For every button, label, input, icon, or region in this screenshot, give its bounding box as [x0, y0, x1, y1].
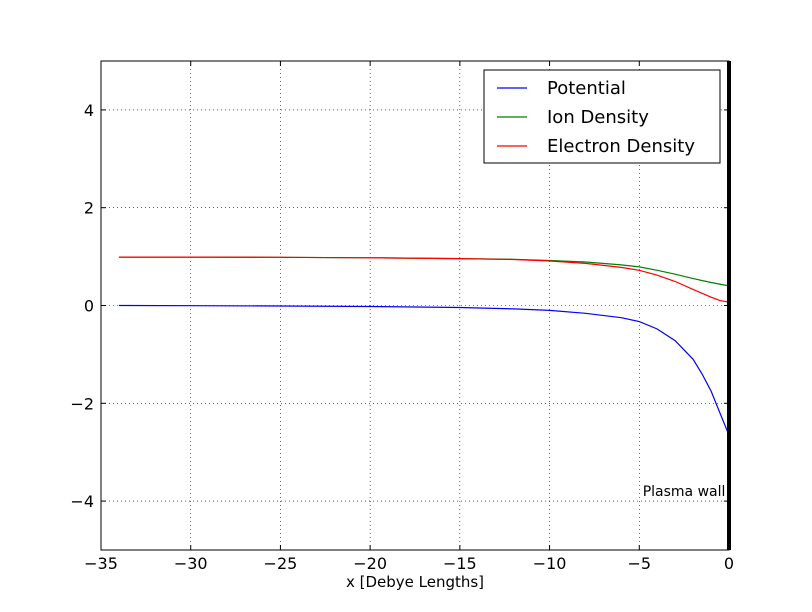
series-line	[118, 256, 730, 303]
y-tick-label: 0	[84, 297, 94, 316]
y-tick-label: −2	[70, 394, 94, 413]
series-line	[118, 304, 730, 436]
x-tick-label: −35	[84, 554, 118, 573]
y-tick-label: 2	[84, 199, 94, 218]
y-tick-label: 4	[84, 101, 94, 120]
x-tick-label: −20	[353, 554, 387, 573]
legend: Potential Ion Density Electron Density	[483, 69, 721, 164]
annotations: Plasma wall	[643, 484, 726, 500]
x-tick-label: −25	[264, 554, 298, 573]
x-axis-label: x [Debye Lengths]	[346, 573, 484, 591]
x-tick-label: −15	[443, 554, 477, 573]
annotation-text: Plasma wall	[643, 484, 726, 500]
legend-label: Ion Density	[547, 107, 649, 128]
y-tick-label: −4	[70, 492, 94, 511]
x-tick-label: −10	[533, 554, 567, 573]
x-tick-label: −5	[627, 554, 651, 573]
axis-ticks	[100, 61, 730, 550]
legend-label: Electron Density	[547, 136, 695, 157]
legend-label: Potential	[547, 78, 626, 99]
plot-lines	[118, 256, 730, 436]
x-tick-label: 0	[724, 554, 734, 573]
x-tick-label: −30	[174, 554, 208, 573]
